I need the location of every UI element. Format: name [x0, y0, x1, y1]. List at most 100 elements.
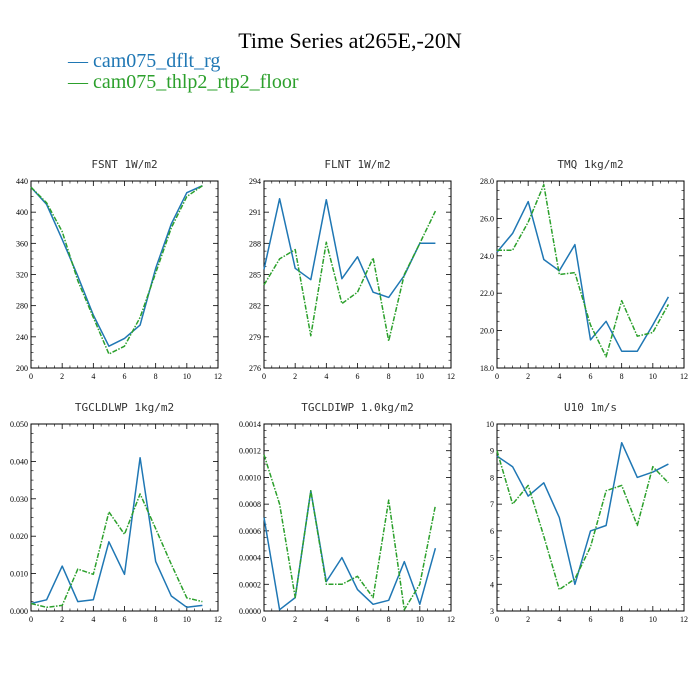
x-tick-label: 10: [416, 615, 424, 624]
y-tick-label: 285: [249, 271, 261, 280]
legend-label-dflt: cam075_dflt_rg: [93, 50, 221, 72]
y-tick-label: 9: [490, 447, 494, 456]
y-tick-label: 294: [249, 177, 261, 186]
series-line-0: [30, 185, 203, 347]
x-tick-label: 0: [29, 372, 33, 381]
x-tick-label: 12: [680, 372, 688, 381]
x-tick-label: 8: [387, 615, 391, 624]
x-tick-label: 4: [557, 615, 561, 624]
x-tick-label: 6: [356, 372, 360, 381]
plot-frame: [263, 180, 452, 369]
x-tick-label: 8: [620, 372, 624, 381]
series-line-0: [496, 441, 669, 586]
x-tick-label: 2: [293, 372, 297, 381]
subplot-0: FSNT 1W/m2 0 2 4 6 8 10 12 200 240 280 320 360 400 440: [16, 158, 222, 381]
legend-entry-dflt: — cam075_dflt_rg: [68, 50, 221, 72]
y-tick-label: 0.0002: [239, 580, 261, 589]
x-tick-label: 4: [324, 615, 328, 624]
y-tick-label: 10: [486, 420, 494, 429]
y-tick-label: 4: [490, 580, 494, 589]
y-tick-label: 0.0008: [239, 500, 261, 509]
y-tick-label: 0.0012: [239, 447, 261, 456]
series-line-1: [497, 183, 670, 358]
x-tick-label: 0: [262, 615, 266, 624]
x-tick-label: 2: [60, 615, 64, 624]
chart-title: Time Series at265E,-20N: [238, 28, 462, 53]
x-tick-label: 2: [293, 615, 297, 624]
subplot-5: U10 1m/s 0 2 4 6 8 10 12 3 4 5 6 7 8 9 10: [486, 401, 688, 624]
x-tick-label: 12: [680, 615, 688, 624]
y-tick-label: 276: [249, 364, 261, 373]
subplot-2: TMQ 1kg/m2 0 2 4 6 8 10 12 18.0 20.0 22.0 24.0 26.0 2…: [480, 158, 688, 381]
x-tick-label: 12: [214, 372, 222, 381]
y-tick-label: 400: [16, 208, 28, 217]
subplot-title: TMQ 1kg/m2: [557, 158, 623, 171]
x-tick-label: 4: [91, 615, 95, 624]
x-tick-label: 6: [123, 372, 127, 381]
y-tick-label: 440: [16, 177, 28, 186]
x-tick-label: 6: [123, 615, 127, 624]
x-tick-label: 0: [262, 372, 266, 381]
y-tick-label: 279: [249, 333, 261, 342]
y-tick-label: 6: [490, 527, 494, 536]
y-tick-label: 240: [16, 333, 28, 342]
legend-entry-floor: — cam075_thlp2_rtp2_floor: [68, 71, 299, 93]
subplot-1: FLNT 1W/m2 0 2 4 6 8 10 12 276 279 282 285 288 291 294: [249, 158, 455, 381]
x-tick-label: 12: [214, 615, 222, 624]
subplot-title: FSNT 1W/m2: [91, 158, 157, 171]
x-tick-label: 10: [649, 615, 657, 624]
series-line-0: [263, 490, 437, 611]
y-tick-label: 0.0014: [239, 420, 261, 429]
y-tick-label: 24.0: [480, 252, 494, 261]
series-line-1: [30, 493, 203, 609]
y-tick-label: 22.0: [480, 289, 494, 298]
x-tick-label: 2: [60, 372, 64, 381]
series-line-1: [496, 450, 669, 591]
x-tick-label: 4: [324, 372, 328, 381]
y-tick-label: 0.0000: [239, 607, 261, 616]
x-tick-label: 8: [154, 372, 158, 381]
y-tick-label: 320: [16, 271, 28, 280]
y-tick-label: 0.040: [10, 457, 28, 466]
legend-label-floor: cam075_thlp2_rtp2_floor: [93, 71, 299, 93]
x-tick-label: 10: [183, 372, 191, 381]
x-tick-label: 0: [495, 615, 499, 624]
series-line-1: [263, 454, 437, 611]
x-tick-label: 6: [356, 615, 360, 624]
subplot-4: TGCLDIWP 1.0kg/m2 0 2 4 6 8 10 12 0.0000 0.0002 0.…: [239, 401, 455, 624]
y-tick-label: 291: [249, 208, 261, 217]
plot-frame: [263, 423, 452, 612]
x-tick-label: 10: [649, 372, 657, 381]
y-tick-label: 26.0: [480, 214, 494, 223]
subplot-title: TGCLDLWP 1kg/m2: [75, 401, 174, 414]
y-tick-label: 5: [490, 554, 494, 563]
x-tick-label: 12: [447, 372, 455, 381]
y-tick-label: 280: [16, 302, 28, 311]
y-tick-label: 282: [249, 302, 261, 311]
y-tick-label: 360: [16, 239, 28, 248]
y-tick-label: 0.000: [10, 607, 28, 616]
series-line-0: [496, 200, 670, 352]
subplot-title: FLNT 1W/m2: [324, 158, 390, 171]
y-tick-label: 8: [490, 473, 494, 482]
x-tick-label: 4: [91, 372, 95, 381]
plot-frame: [30, 423, 219, 612]
subplot-title: TGCLDIWP 1.0kg/m2: [301, 401, 414, 414]
y-tick-label: 0.0006: [239, 527, 261, 536]
series-line-0: [30, 456, 203, 609]
x-tick-label: 4: [557, 372, 561, 381]
plot-frame: [496, 423, 685, 612]
y-tick-label: 7: [490, 500, 494, 509]
x-tick-label: 6: [589, 372, 593, 381]
y-tick-label: 20.0: [480, 327, 494, 336]
x-tick-label: 0: [29, 615, 33, 624]
y-tick-label: 0.010: [10, 570, 28, 579]
x-tick-label: 6: [589, 615, 593, 624]
subplot-3: TGCLDLWP 1kg/m2 0 2 4 6 8 10 12 0.000 0.010 0.020 0…: [10, 401, 222, 624]
x-tick-label: 10: [416, 372, 424, 381]
plot-frame: [30, 180, 219, 369]
y-tick-label: 18.0: [480, 364, 494, 373]
y-tick-label: 288: [249, 239, 261, 248]
y-tick-label: 0.050: [10, 420, 28, 429]
